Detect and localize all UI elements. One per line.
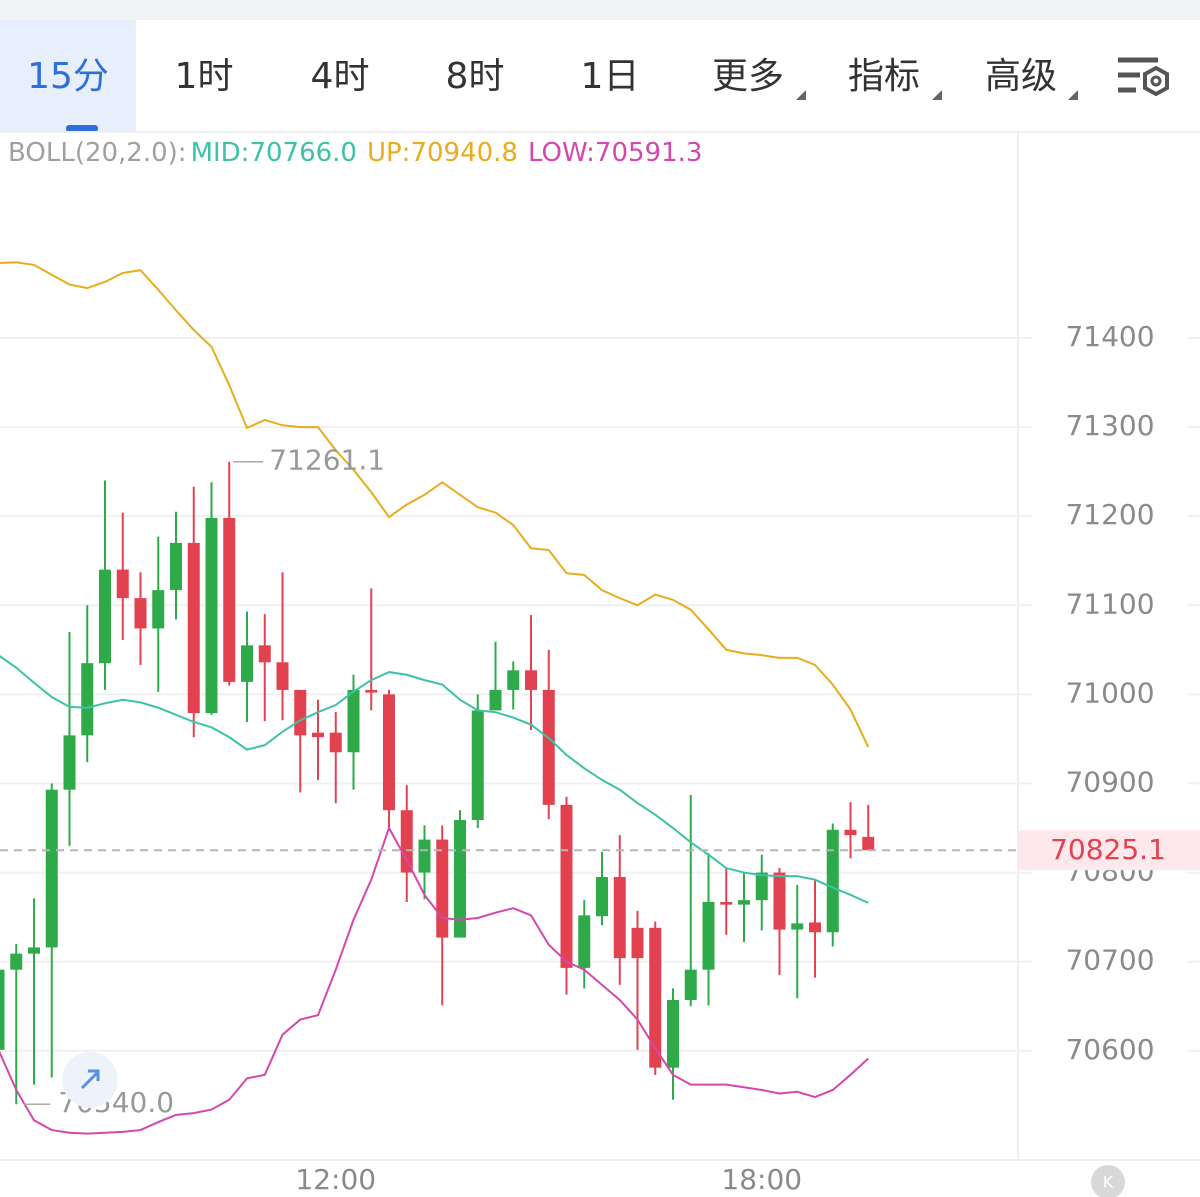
candle-body [347,689,360,753]
candle-body [10,953,23,970]
k-button[interactable] [1091,1165,1125,1197]
max-marker-label: 71261.1 [269,444,385,477]
tab[interactable]: 15分 [27,56,109,97]
candle-body [63,735,76,790]
indicator-legend: BOLL(20,2.0): MID:70766.0 UP:70940.8 LOW:70… [8,138,702,168]
candle-body [471,710,484,820]
band-line [0,654,869,904]
candle-body [755,872,768,901]
candle-body [258,645,271,663]
candle-body [613,877,626,959]
last-price-label: 70825.1 [1050,833,1166,866]
legend-entry: UP:70940.8 [367,138,518,168]
tab[interactable]: 1时 [175,56,234,97]
candle-body [507,670,520,690]
candle-body [631,927,644,959]
candle-body [667,999,679,1068]
indicator-label: BOLL(20,2.0): [8,138,187,168]
candle-body [525,670,537,690]
candle-body [809,922,821,933]
candle-body [45,789,58,948]
tab-bar: 15分 1时 4时 8时 1日 更多 指标 高级 [27,56,1057,97]
dropdown-caret [932,90,942,100]
candle-body [542,689,555,805]
candle-body [170,542,182,591]
candle-body [205,517,218,714]
tab[interactable]: 指标 [848,56,920,97]
candle-body [826,829,839,933]
candle-body [578,915,591,968]
k-icon: K [1103,1173,1114,1192]
y-tick-label: 71000 [1065,676,1154,709]
active-tab-bg [0,20,136,132]
candle-body [773,872,786,930]
candle-body [436,839,449,938]
candle-body [383,694,395,811]
candle-body [649,927,662,1068]
candle-body [400,810,413,873]
legend-entry: LOW:70591.3 [528,138,702,168]
jump-icon [80,1069,100,1090]
candle-body [862,836,875,851]
candle-body [81,663,94,736]
candle-body [241,645,253,682]
legend-entry: MID:70766.0 [191,138,357,168]
candle-body [276,662,289,690]
grid: 7060070700708007090071000711007120071300… [0,320,1200,1196]
candle-body [791,923,804,930]
candle-body [738,900,750,905]
tab[interactable]: 4时 [311,56,370,97]
x-tick-label: 18:00 [721,1163,802,1196]
plot [0,261,875,1135]
dropdown-caret [796,90,806,100]
candle-body [684,969,697,1000]
candle-body [0,969,5,1050]
x-tick-label: 12:00 [295,1163,376,1196]
dropdown-caret [1068,90,1078,100]
candle-body [418,839,431,873]
candle-body [223,517,236,682]
y-tick-label: 71300 [1065,409,1154,442]
candle-body [702,901,715,970]
y-tick-label: 71400 [1065,320,1154,353]
y-tick-label: 71100 [1065,587,1154,620]
settings-icon[interactable] [1118,57,1169,97]
candle-body [28,947,40,954]
candle-body [489,689,502,711]
candle-body [116,569,129,599]
active-tab-indicator [66,125,98,132]
y-tick-label: 70900 [1065,765,1154,798]
candle-body [99,569,111,664]
tab[interactable]: 高级 [985,56,1057,97]
y-tick-label: 70600 [1065,1033,1154,1066]
tab[interactable]: 更多 [712,56,784,97]
candle-body [312,732,324,738]
candle-body [294,689,307,736]
tab[interactable]: 8时 [446,56,505,97]
band-line [0,825,869,1135]
tab[interactable]: 1日 [581,56,640,97]
candle-body [365,689,378,693]
candle-body [560,804,573,968]
candle-body [187,542,200,714]
candle-body [329,732,342,753]
last-price-box [1018,830,1200,871]
status-strip [0,0,1200,20]
candle-body [134,598,147,629]
candle-body [152,590,165,629]
candle-body [720,901,733,905]
y-tick-label: 70700 [1065,944,1154,977]
y-tick-label: 71200 [1065,498,1154,531]
candle-body [596,877,608,917]
band-line [0,261,870,748]
candle-body [844,829,857,836]
